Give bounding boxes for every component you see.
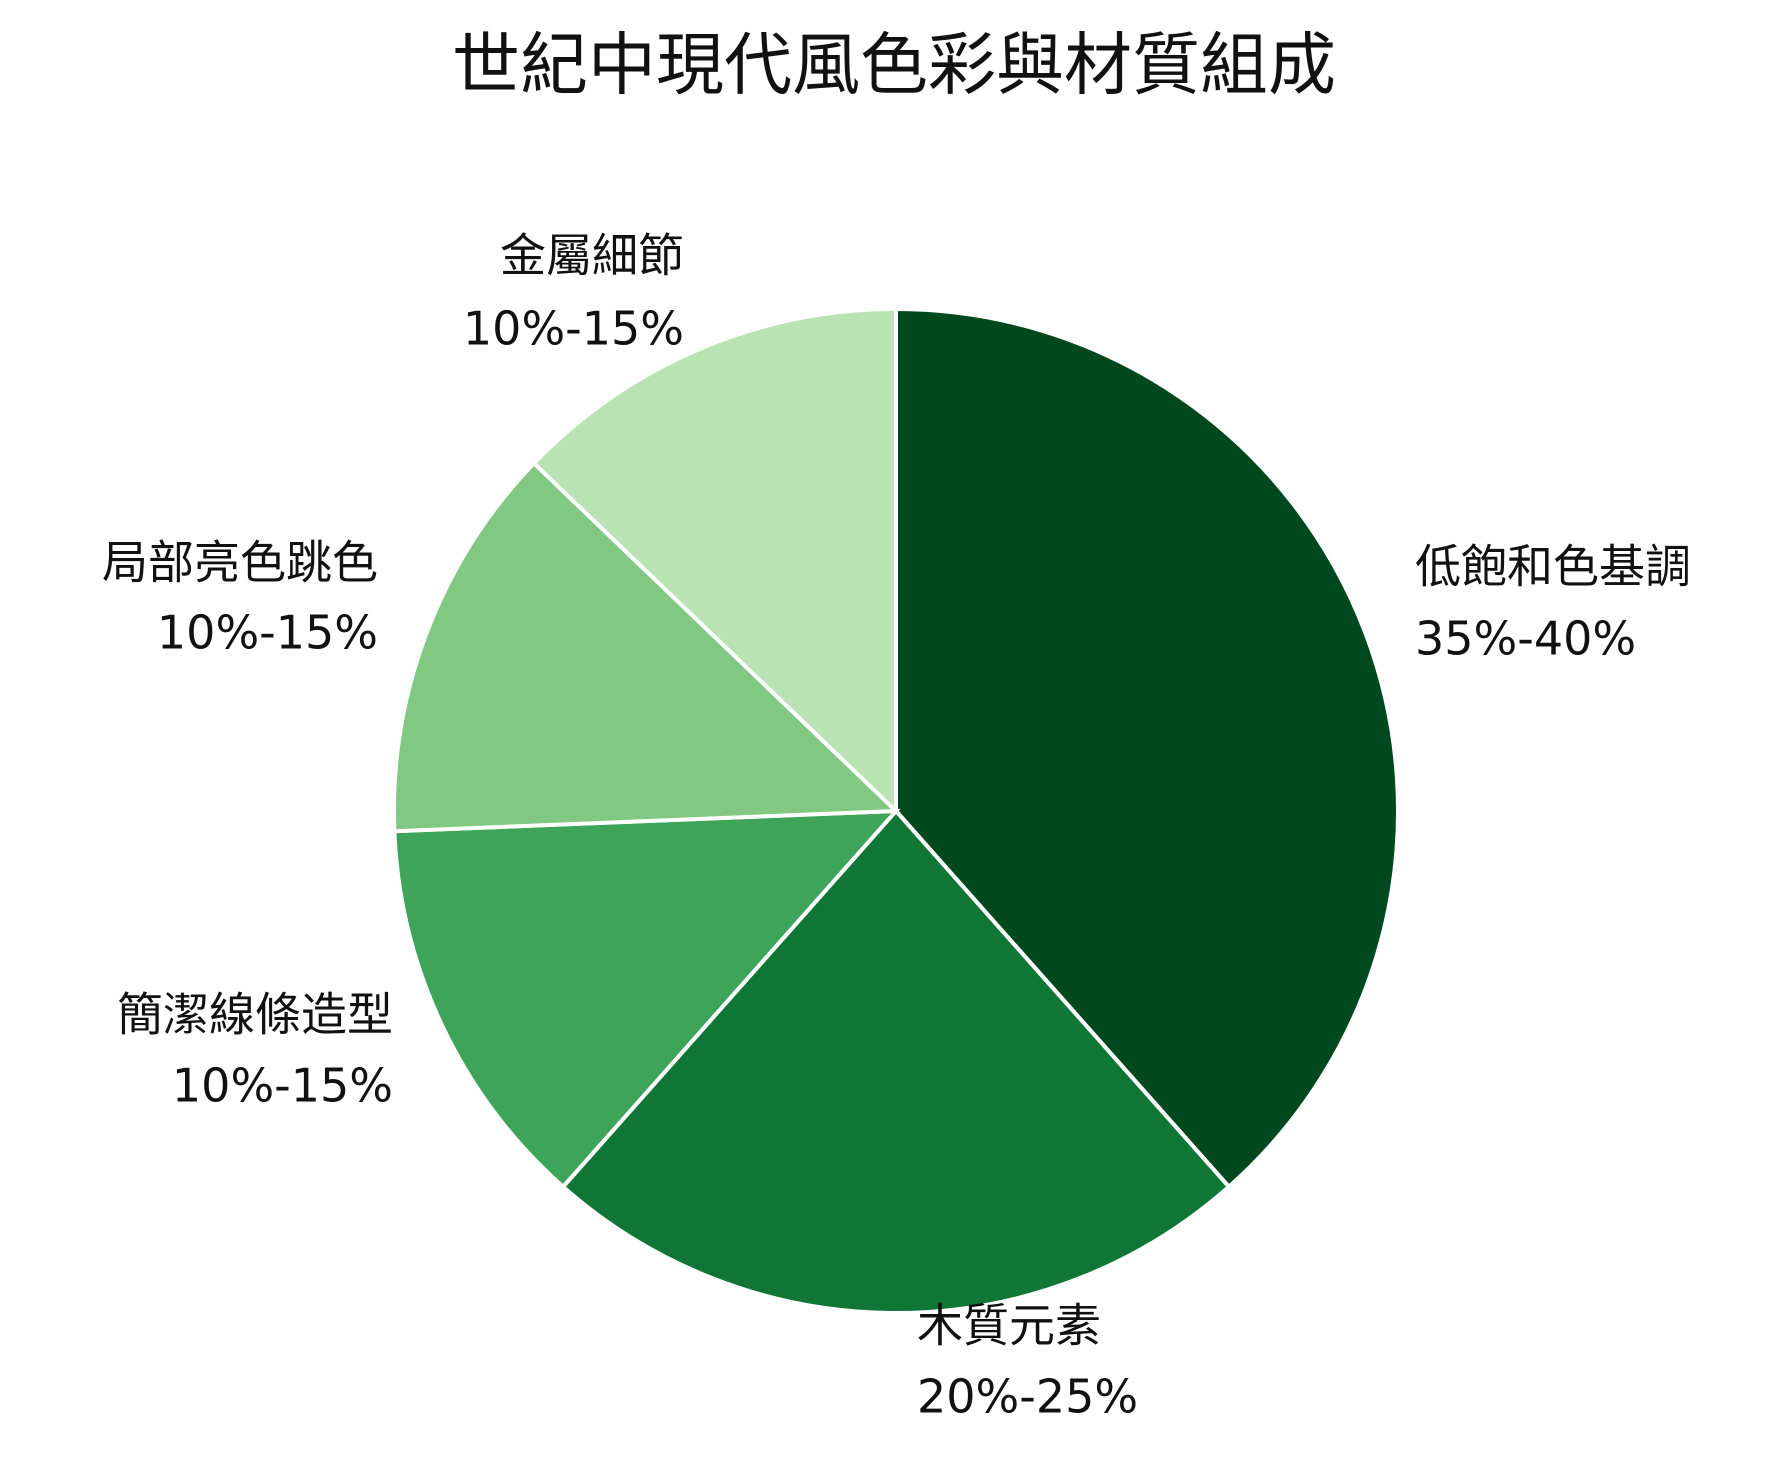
slice-label: 簡潔線條造型 [117,988,393,1042]
slice-value-label: 10%-15% [463,302,684,356]
chart-title: 世紀中現代風色彩與材質組成 [452,27,1336,106]
slice-value-label: 20%-25% [917,1370,1138,1424]
slice-value-label: 10%-15% [157,606,378,660]
slice-value-label: 35%-40% [1415,612,1636,666]
pie-slice [392,460,901,834]
slice-label: 金屬細節 [500,229,684,283]
slice-label: 木質元素 [917,1299,1101,1353]
slice-label: 低飽和色基調 [1415,540,1691,594]
pie-slice [392,808,901,1190]
pie-slice [894,306,1400,1190]
pie-slice [560,807,1232,1315]
slice-label: 局部亮色跳色 [102,536,378,590]
pie-slice [531,306,898,816]
slice-value-label: 10%-15% [172,1059,393,1113]
